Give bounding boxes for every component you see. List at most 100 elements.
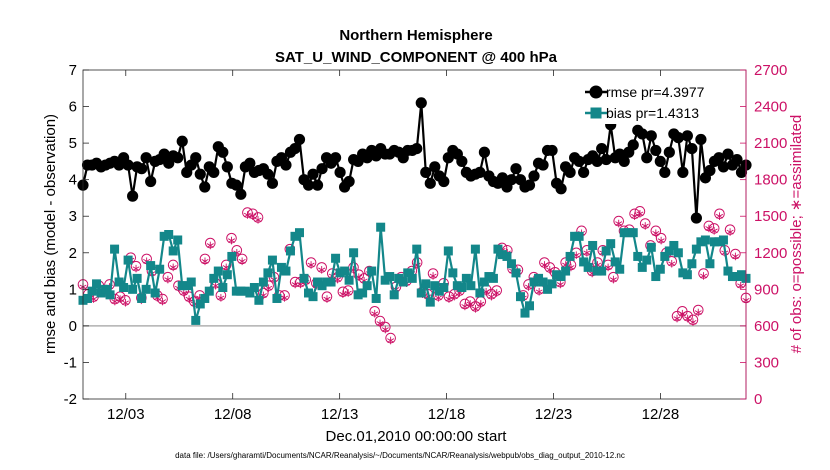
obs-assimilated-point	[445, 295, 453, 303]
rmse-point	[618, 155, 630, 167]
bias-point	[281, 266, 291, 276]
rmse-point	[528, 170, 540, 182]
bias-point	[628, 228, 638, 238]
bias-point	[362, 281, 372, 291]
bias-point	[601, 246, 611, 256]
rmse-point	[217, 146, 229, 158]
bias-point	[520, 308, 530, 318]
bias-point	[452, 281, 462, 291]
bias-point	[646, 242, 656, 252]
bias-point	[385, 272, 395, 282]
bias-point	[403, 268, 413, 278]
bias-point	[168, 246, 178, 256]
bias-point	[213, 266, 223, 276]
obs-assimilated-point	[461, 302, 469, 311]
footnote: data file: /Users/gharamti/Documents/NCA…	[175, 451, 625, 460]
bias-point	[529, 277, 539, 287]
bias-point	[606, 239, 616, 249]
bias-point	[673, 248, 683, 258]
obs-assimilated-point	[291, 280, 299, 289]
rmse-point	[424, 177, 436, 189]
bias-point	[556, 272, 566, 282]
x-axis: 12/03 12/08 12/13 12/18 12/23 12/28	[107, 70, 679, 423]
obs-assimilated-point	[381, 325, 389, 334]
obs-assimilated-point	[227, 236, 236, 245]
y-tick-label-right: 1800	[754, 172, 787, 189]
bias-point	[425, 297, 435, 307]
x-axis-label: Dec.01,2010 00:00:00 start	[326, 428, 508, 445]
bias-point	[538, 277, 548, 287]
bias-point	[340, 266, 350, 276]
rmse-point	[627, 139, 639, 151]
bias-point	[723, 266, 733, 276]
bias-point	[222, 270, 232, 280]
rmse-point	[690, 212, 702, 224]
bias-point	[186, 277, 196, 287]
obs-assimilated-point	[318, 266, 326, 274]
bias-point	[470, 244, 480, 254]
y-tick-label-right: 300	[754, 354, 779, 371]
bias-point	[159, 231, 169, 241]
rmse-point	[546, 144, 558, 157]
obs-assimilated-point	[657, 236, 665, 245]
legend-bias-label: bias pr=1.4313	[606, 105, 699, 121]
obs-assimilated-point	[307, 261, 315, 269]
bias-point	[727, 272, 737, 282]
obs-assimilated-point	[689, 318, 697, 327]
bias-point	[466, 281, 476, 291]
bias-point	[227, 251, 237, 261]
bias-point	[358, 288, 368, 298]
rmse-point	[122, 159, 134, 171]
bias-point	[141, 284, 151, 294]
bias-point	[443, 246, 453, 256]
rmse-point	[564, 166, 576, 178]
obs-assimilated-point	[471, 305, 480, 313]
bias-point	[155, 264, 165, 274]
rmse-point	[244, 157, 256, 169]
obs-assimilated-point	[249, 212, 257, 221]
rmse-point	[176, 135, 188, 147]
rmse-point	[510, 163, 522, 175]
legend: rmse pr=4.3977 bias pr=1.4313	[582, 78, 740, 124]
bias-point	[439, 283, 449, 293]
bias-point	[642, 255, 652, 265]
bias-point	[461, 273, 471, 283]
rmse-point	[307, 168, 319, 180]
obs-assimilated-point	[238, 257, 246, 266]
obs-assimilated-point	[159, 297, 167, 306]
obs-assimilated-point	[466, 300, 474, 308]
obs-assimilated-point	[535, 287, 543, 296]
rmse-point	[713, 152, 725, 164]
bias-point	[579, 257, 589, 267]
rmse-point	[573, 155, 585, 167]
chart-title-line2: SAT_U_WIND_COMPONENT @ 400 hPa	[275, 49, 558, 66]
y-tick-label-right: 2700	[754, 62, 787, 79]
bias-point	[317, 281, 327, 291]
obs-assimilated-point	[641, 222, 649, 230]
bias-point	[421, 279, 431, 289]
bias-point	[610, 257, 620, 267]
bias-point	[407, 273, 417, 283]
rmse-point	[686, 142, 698, 155]
obs-assimilated-point	[111, 297, 119, 306]
bias-point	[525, 301, 535, 311]
rmse-point	[235, 188, 247, 200]
rmse-point	[474, 166, 486, 178]
rmse-point	[329, 152, 342, 164]
obs-assimilated-point	[673, 314, 681, 323]
bias-point	[195, 299, 205, 309]
bias-point	[412, 244, 422, 254]
bias-point	[83, 293, 93, 303]
obs-assimilated-point	[731, 252, 739, 261]
bias-point	[651, 272, 661, 282]
obs-assimilated-point	[201, 257, 209, 266]
bias-point	[276, 262, 286, 272]
bias-point	[204, 286, 214, 296]
rmse-point	[438, 175, 450, 188]
rmse-point	[429, 161, 441, 173]
bias-point	[687, 259, 697, 269]
bias-point	[209, 273, 219, 283]
rmse-point	[172, 152, 184, 164]
obs-assimilated-point	[217, 294, 225, 302]
bias-point	[240, 286, 250, 296]
